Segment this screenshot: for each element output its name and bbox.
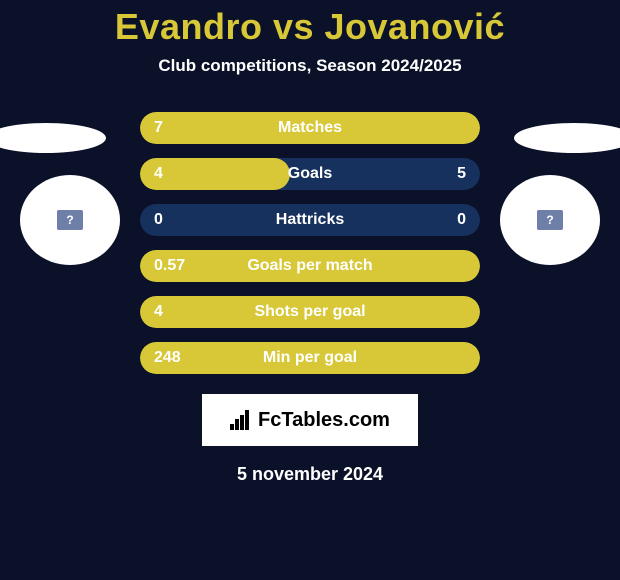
player-avatar-right	[500, 175, 600, 265]
source-logo: FcTables.com	[202, 394, 418, 446]
bar-label: Hattricks	[276, 211, 344, 229]
bar-value-left: 0.57	[154, 257, 185, 275]
page-title: Evandro vs Jovanović	[0, 6, 620, 48]
bars-icon	[230, 410, 252, 430]
bar-label: Matches	[278, 119, 342, 137]
player-avatar-left	[20, 175, 120, 265]
bar-value-right: 5	[457, 165, 466, 183]
stat-bars: 7 Matches 4 5 Goals 0 0 Hattricks 0.57 Goals per …	[140, 112, 480, 374]
stat-bar: 4 Shots per goal	[140, 296, 480, 328]
placeholder-icon	[537, 210, 563, 230]
stat-bar: 0 0 Hattricks	[140, 204, 480, 236]
bar-value-left: 248	[154, 349, 181, 367]
bar-value-right: 0	[457, 211, 466, 229]
decor-ellipse-left	[0, 123, 106, 153]
stat-bar: 7 Matches	[140, 112, 480, 144]
stat-bar: 4 5 Goals	[140, 158, 480, 190]
placeholder-icon	[57, 210, 83, 230]
bar-label: Goals	[288, 165, 332, 183]
stat-bar: 248 Min per goal	[140, 342, 480, 374]
bar-value-left: 4	[154, 165, 163, 183]
stat-bar: 0.57 Goals per match	[140, 250, 480, 282]
logo-text: FcTables.com	[258, 409, 390, 432]
bar-value-left: 0	[154, 211, 163, 229]
decor-ellipse-right	[514, 123, 620, 153]
bar-label: Shots per goal	[254, 303, 365, 321]
subtitle: Club competitions, Season 2024/2025	[0, 56, 620, 76]
comparison-infographic: Evandro vs Jovanović Club competitions, …	[0, 0, 620, 580]
date-label: 5 november 2024	[0, 464, 620, 485]
bar-value-left: 4	[154, 303, 163, 321]
bar-label: Goals per match	[247, 257, 372, 275]
bar-value-left: 7	[154, 119, 163, 137]
bar-label: Min per goal	[263, 349, 357, 367]
